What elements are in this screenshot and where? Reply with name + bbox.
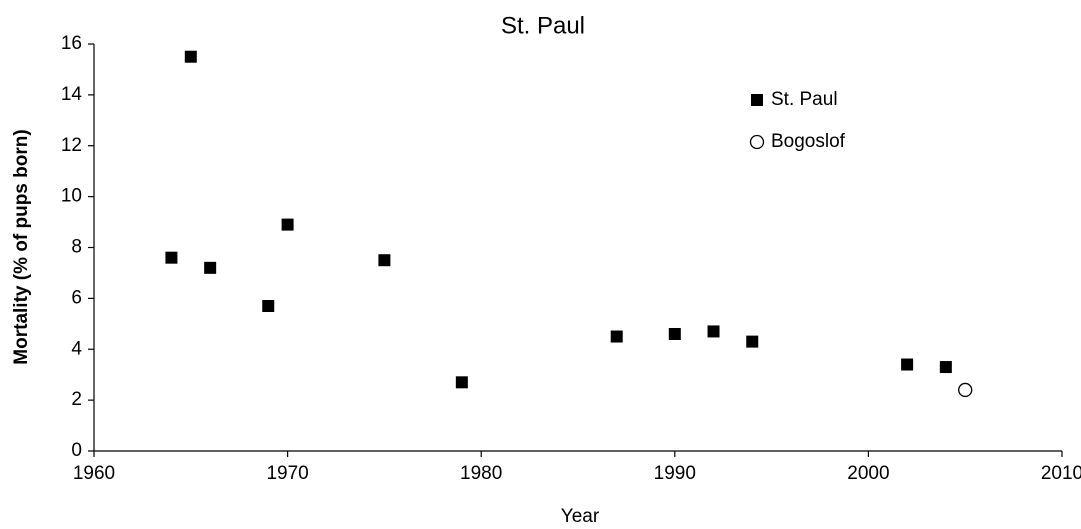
point: [939, 361, 952, 374]
x-tick-label: 2000: [847, 463, 889, 484]
x-tick-label: 1990: [654, 463, 696, 484]
point: [262, 300, 275, 313]
point: [958, 382, 973, 398]
point: [184, 50, 197, 63]
point: [746, 335, 759, 348]
point: [610, 330, 623, 343]
point: [281, 218, 294, 231]
x-tick-label: 1960: [73, 463, 115, 484]
legend-label: Bogoslof: [771, 131, 846, 152]
x-axis-label: Year: [561, 506, 600, 527]
y-tick-label: 14: [61, 84, 83, 105]
y-tick-label: 16: [61, 33, 82, 54]
legend-marker: [749, 134, 765, 150]
y-tick-label: 6: [71, 287, 82, 308]
legend-marker: [751, 94, 763, 106]
x-tick-label: 2010: [1041, 463, 1081, 484]
point: [707, 325, 720, 338]
point: [668, 327, 681, 340]
point: [378, 254, 391, 267]
y-tick-label: 8: [71, 237, 82, 258]
point: [455, 376, 468, 389]
y-tick-label: 12: [61, 135, 82, 156]
legend-label: St. Paul: [771, 89, 838, 110]
y-tick-label: 10: [61, 186, 82, 207]
y-tick-label: 4: [71, 338, 82, 359]
point: [204, 261, 217, 274]
point: [901, 358, 914, 371]
point: [165, 251, 178, 264]
x-tick-label: 1970: [266, 463, 308, 484]
chart-title: St. Paul: [501, 12, 585, 39]
y-axis-label: Mortality (% of pups born): [11, 129, 32, 364]
y-tick-label: 0: [71, 440, 82, 461]
x-tick-label: 1980: [460, 463, 502, 484]
y-tick-label: 2: [71, 389, 82, 410]
